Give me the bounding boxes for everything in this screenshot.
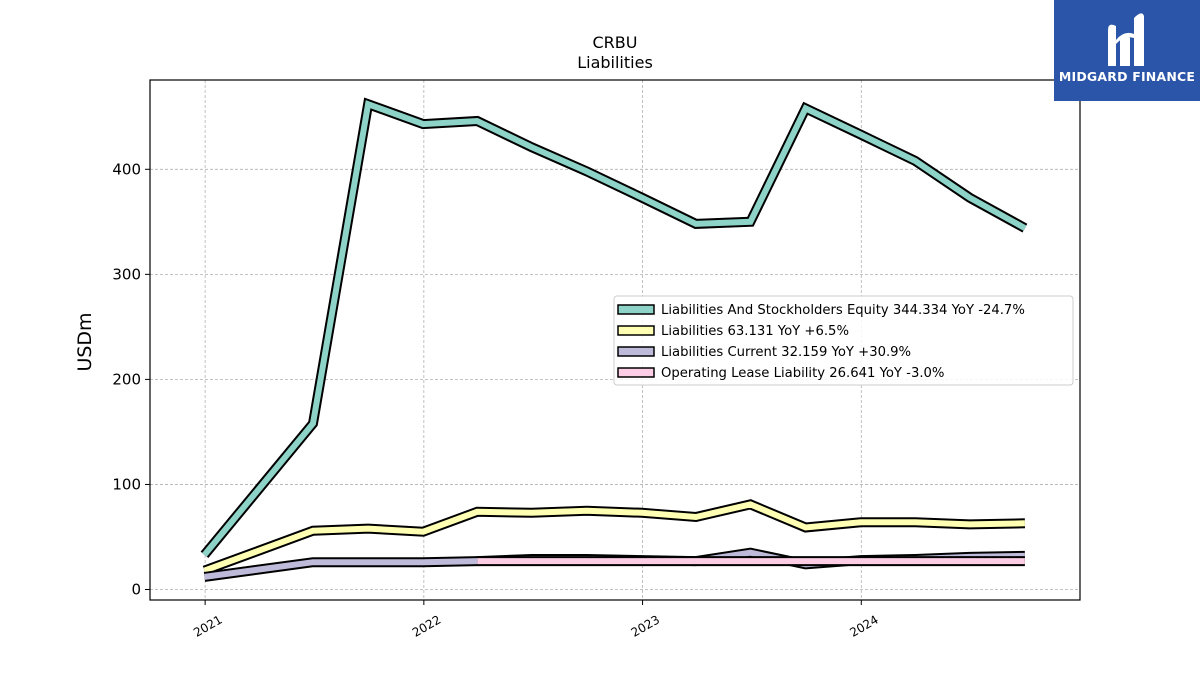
legend-label: Liabilities 63.131 YoY +6.5% bbox=[661, 324, 849, 339]
legend-swatch bbox=[617, 325, 655, 336]
x-tick-label: 2021 bbox=[191, 612, 224, 639]
y-axis: 0 100 200 300 400 bbox=[112, 160, 150, 598]
legend-swatch bbox=[617, 304, 655, 315]
y-tick-label: 400 bbox=[112, 160, 141, 178]
x-axis: 2021 2022 2023 2024 bbox=[191, 600, 881, 640]
y-axis-label: USDm bbox=[74, 312, 96, 371]
legend-swatch bbox=[617, 367, 655, 378]
y-tick-label: 0 bbox=[131, 580, 141, 598]
y-tick-label: 300 bbox=[112, 265, 141, 283]
series-lines bbox=[200, 97, 1028, 582]
legend: Liabilities And Stockholders Equity 344.… bbox=[613, 295, 1074, 386]
chart-title: CRBU bbox=[593, 33, 638, 52]
x-tick-label: 2023 bbox=[629, 612, 662, 639]
series-1 bbox=[202, 499, 1025, 576]
legend-label: Operating Lease Liability 26.641 YoY -3.… bbox=[661, 366, 944, 381]
x-tick-label: 2024 bbox=[847, 612, 880, 639]
y-tick-label: 100 bbox=[112, 475, 141, 493]
plot-frame bbox=[149, 79, 1081, 601]
logo-mark-icon bbox=[1108, 13, 1144, 67]
series-line bbox=[202, 100, 1027, 557]
y-tick-label: 200 bbox=[112, 370, 141, 388]
x-tick-label: 2022 bbox=[410, 612, 443, 639]
logo-text: MIDGARD FINANCE bbox=[1058, 69, 1196, 84]
chart-subtitle: Liabilities bbox=[577, 53, 653, 72]
legend-label: Liabilities Current 32.159 YoY +30.9% bbox=[661, 345, 911, 360]
legend-swatch bbox=[617, 346, 655, 357]
series-line bbox=[203, 501, 1025, 574]
legend-box bbox=[613, 295, 1074, 386]
legend-label: Liabilities And Stockholders Equity 344.… bbox=[661, 303, 1025, 318]
midgard-finance-logo: MIDGARD FINANCE bbox=[1054, 0, 1200, 101]
series-0 bbox=[200, 97, 1028, 558]
